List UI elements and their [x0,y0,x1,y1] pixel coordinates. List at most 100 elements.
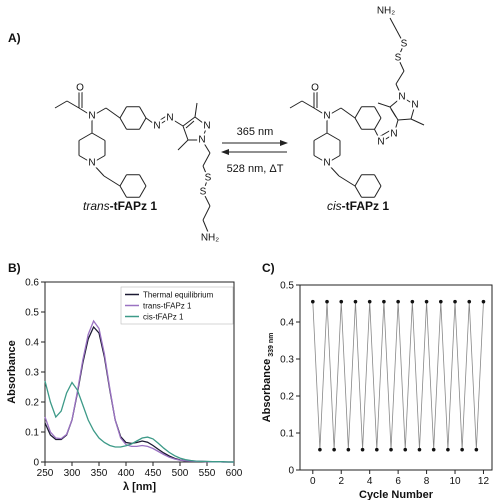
atom-label: N [390,129,397,140]
atom-label: N [198,135,205,146]
x-tick-label: 300 [64,468,81,479]
x-tick-label: 4 [367,476,373,487]
data-point [325,299,329,304]
y-tick-label: 0.4 [280,318,294,329]
bond [139,185,147,198]
bond [54,100,68,109]
bond [313,155,328,164]
bond [401,96,416,106]
panel-label: A) [8,31,21,45]
bond [139,117,147,130]
x-tick-label: 400 [118,468,135,479]
compound-name: trans-tFAPz 1 [83,199,157,213]
bond [202,205,211,221]
data-point [318,447,322,452]
atom-label: NH₂ [377,6,395,17]
data-point [396,299,400,304]
y-tick-label: 0.1 [25,428,39,439]
bond [78,107,93,117]
bond [182,116,196,127]
bond [78,132,93,141]
bond [289,100,303,109]
bond [301,100,315,109]
bond [202,219,209,233]
y-tick-label: 0.1 [280,429,294,440]
y-axis-label: Absorbance 339 nm [261,333,275,423]
bond [338,175,356,187]
plot-frame [299,284,493,471]
bond [374,174,382,187]
atom-label: O [311,83,319,94]
data-point [424,299,429,304]
bond [374,129,382,143]
bond [177,139,189,151]
bond [103,175,121,187]
x-tick-label: 10 [449,476,461,487]
atom-label: S [205,173,212,184]
bond [194,116,208,127]
bond [119,174,127,187]
isomer: trans [83,199,110,213]
x-tick-label: 500 [172,468,189,479]
legend-label: cis-tFAPz 1 [143,313,184,322]
x-tick-label: 12 [478,476,490,487]
bond [326,162,340,177]
bond [202,165,209,179]
data-point [389,447,393,452]
data-point [311,299,315,304]
atom-label: N [398,92,405,103]
data-point [360,447,365,452]
data-point [431,447,436,452]
y-tick-label: 0.2 [25,398,39,409]
bond [395,83,403,98]
bond [119,185,127,198]
y-axis-label: Absorbance [6,340,18,404]
data-point [460,447,464,452]
data-point [467,299,472,304]
bond [374,185,382,198]
legend-label: Thermal equilibrium [143,291,214,300]
bond [397,57,405,72]
data-line [44,319,234,463]
bond [91,107,107,117]
x-tick-label: 0 [310,476,316,487]
data-point [439,299,443,304]
bond [374,117,382,130]
bond [389,17,398,32]
bond [139,174,147,187]
bond [354,117,362,130]
y-tick-label: 0.6 [25,278,39,289]
data-point [446,447,450,452]
atom-label: N [166,113,173,124]
y-tick-label: 0 [33,458,39,469]
x-tick-label: 450 [145,468,162,479]
x-tick-label: 550 [199,468,216,479]
bond [393,119,399,135]
bond [201,125,208,141]
bond [194,102,198,118]
bond [91,162,105,177]
y-tick-label: 0.5 [25,308,39,319]
atom-label: N [203,121,210,132]
atom-label: N [323,111,330,122]
bond [66,100,80,109]
data-line [312,301,484,450]
data-point [375,447,379,452]
panel-label: B) [8,261,21,275]
data-point [332,447,336,452]
bond [354,185,362,198]
y-tick-label: 0 [288,466,294,477]
legend-label: trans-tFAPz 1 [143,302,192,311]
data-point [474,447,479,452]
bond [91,132,106,141]
bond [139,106,147,119]
bond [354,106,362,119]
bond [326,132,341,141]
x-axis-label: λ [nm] [123,481,156,493]
atom-label: N [377,137,384,148]
bond [201,139,211,154]
y-tick-label: 0.5 [280,281,294,292]
y-axis-label-text: Absorbance [6,340,18,404]
data-point [367,299,372,304]
